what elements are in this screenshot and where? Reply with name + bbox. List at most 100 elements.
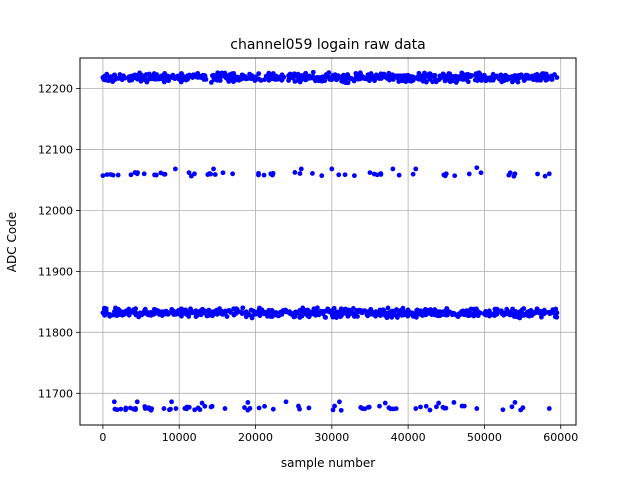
data-point	[266, 313, 272, 318]
data-point	[104, 172, 110, 177]
data-point	[295, 71, 301, 77]
data-point	[100, 173, 106, 179]
x-tick-label: 30000	[314, 431, 349, 444]
data-point	[414, 307, 420, 313]
data-point	[447, 77, 453, 83]
data-point	[475, 309, 481, 314]
data-point	[115, 306, 121, 312]
data-point	[297, 315, 303, 320]
data-point	[374, 312, 379, 317]
data-point	[168, 406, 173, 412]
data-point	[385, 305, 391, 311]
data-point	[399, 312, 405, 318]
data-point	[248, 76, 254, 82]
data-point	[260, 309, 266, 315]
data-point	[493, 310, 499, 316]
data-point	[291, 314, 297, 320]
data-point	[490, 71, 496, 77]
data-point	[405, 75, 411, 80]
data-point	[122, 311, 127, 317]
x-tick-label: 10000	[162, 431, 197, 444]
data-point	[245, 311, 251, 317]
data-point	[379, 309, 384, 315]
data-point	[507, 170, 513, 176]
data-point	[261, 172, 267, 178]
data-points	[100, 69, 560, 413]
data-point	[100, 75, 106, 80]
data-point	[532, 72, 538, 78]
data-point	[511, 76, 517, 82]
plot-frame	[79, 57, 577, 426]
data-point	[202, 403, 208, 409]
data-point	[141, 171, 147, 177]
data-point	[253, 309, 258, 315]
data-point	[433, 404, 439, 410]
data-point	[430, 310, 436, 316]
data-point	[210, 309, 216, 315]
data-point	[114, 76, 119, 81]
y-axis-ticks: 11700 11800 11900 12000 12100 12200	[38, 82, 80, 400]
data-point	[501, 78, 507, 83]
data-point	[151, 306, 157, 312]
data-point	[538, 76, 543, 82]
data-point	[386, 310, 392, 316]
data-point	[188, 173, 194, 179]
data-point	[542, 173, 548, 179]
data-point	[256, 172, 261, 178]
data-point	[341, 72, 346, 78]
data-point	[331, 305, 337, 311]
data-point	[164, 75, 170, 81]
data-point	[203, 76, 209, 82]
data-point	[256, 405, 262, 411]
data-point	[133, 405, 138, 411]
data-point	[490, 77, 496, 83]
data-point	[169, 399, 174, 405]
data-point	[466, 171, 472, 177]
data-point	[548, 76, 554, 82]
data-point	[475, 71, 480, 77]
data-point	[183, 310, 189, 316]
data-point	[128, 309, 134, 315]
data-point	[108, 74, 114, 80]
data-point	[454, 77, 460, 83]
data-point	[142, 404, 148, 409]
data-point	[307, 75, 312, 81]
data-point	[212, 77, 217, 82]
data-point	[192, 310, 198, 315]
data-point	[459, 70, 465, 76]
data-point	[158, 170, 164, 176]
data-point	[303, 77, 309, 83]
data-point	[518, 407, 524, 413]
data-point	[266, 77, 272, 83]
data-point	[516, 313, 522, 319]
data-point	[377, 403, 382, 409]
data-point	[279, 72, 285, 78]
data-point	[395, 312, 401, 318]
data-point	[405, 310, 411, 316]
data-point	[413, 406, 419, 411]
data-point	[275, 76, 281, 82]
data-point	[485, 312, 491, 318]
y-tick-label: 11800	[38, 326, 73, 339]
data-point	[176, 311, 182, 317]
data-point	[390, 311, 396, 317]
data-point	[336, 310, 342, 316]
data-point	[104, 73, 110, 79]
data-point	[461, 403, 467, 409]
data-point	[390, 166, 396, 172]
data-point	[253, 74, 258, 80]
data-point	[423, 310, 429, 316]
data-point	[366, 404, 372, 410]
data-point	[172, 166, 178, 172]
data-point	[423, 403, 429, 409]
data-point	[323, 73, 328, 79]
x-tick-label: 20000	[238, 431, 273, 444]
data-point	[504, 306, 510, 312]
data-point	[310, 310, 316, 316]
data-point	[467, 312, 473, 318]
data-point	[249, 315, 255, 321]
data-point	[252, 78, 258, 83]
data-point	[474, 406, 480, 411]
data-point	[337, 399, 342, 405]
data-point	[161, 406, 167, 411]
